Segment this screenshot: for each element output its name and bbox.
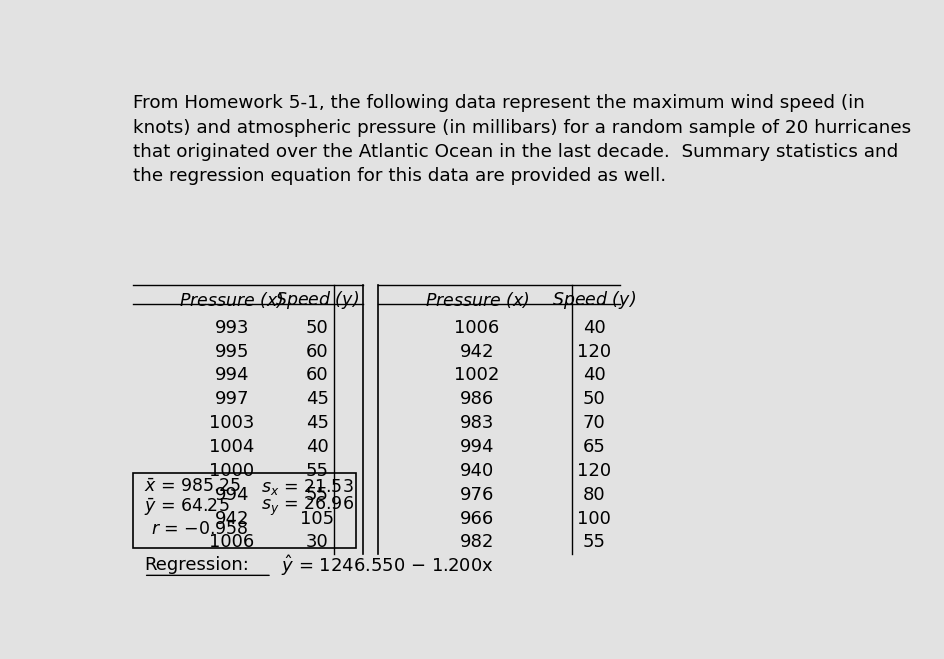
Text: 40: 40 [306, 438, 329, 456]
Text: 40: 40 [582, 319, 605, 337]
Text: $s_y$ = 26.96: $s_y$ = 26.96 [261, 496, 354, 519]
Text: 995: 995 [214, 343, 248, 360]
Text: 55: 55 [306, 486, 329, 503]
Text: 1003: 1003 [209, 414, 254, 432]
Text: 994: 994 [214, 486, 248, 503]
Text: 50: 50 [306, 319, 329, 337]
Text: From Homework 5-1, the following data represent the maximum wind speed (in
knots: From Homework 5-1, the following data re… [132, 94, 910, 185]
Text: 942: 942 [214, 509, 248, 527]
Text: 60: 60 [306, 343, 329, 360]
Text: 40: 40 [582, 366, 605, 384]
Text: 940: 940 [460, 462, 494, 480]
Text: 1002: 1002 [454, 366, 499, 384]
Text: $s_x$ = 21.53: $s_x$ = 21.53 [261, 476, 353, 496]
Text: $r$ = −0.958: $r$ = −0.958 [151, 520, 249, 538]
Text: 986: 986 [460, 390, 494, 409]
Text: 45: 45 [306, 414, 329, 432]
Text: 1006: 1006 [454, 319, 499, 337]
Text: 70: 70 [582, 414, 605, 432]
Text: 1004: 1004 [209, 438, 254, 456]
Text: 30: 30 [306, 533, 329, 552]
Text: Pressure ($x$): Pressure ($x$) [179, 290, 284, 310]
Text: Regression:: Regression: [143, 556, 248, 574]
Text: Speed ($y$): Speed ($y$) [275, 289, 359, 311]
Text: 976: 976 [460, 486, 494, 503]
Text: 1000: 1000 [209, 462, 254, 480]
Text: 100: 100 [577, 509, 611, 527]
Text: 120: 120 [577, 462, 611, 480]
Text: $\hat{y}$ = 1246.550 − 1.200x: $\hat{y}$ = 1246.550 − 1.200x [276, 553, 493, 577]
Text: 120: 120 [577, 343, 611, 360]
Text: Pressure ($x$): Pressure ($x$) [424, 290, 529, 310]
Text: Speed ($y$): Speed ($y$) [551, 289, 635, 311]
Text: 966: 966 [460, 509, 494, 527]
Text: 55: 55 [582, 533, 605, 552]
Text: 105: 105 [300, 509, 334, 527]
Text: 80: 80 [582, 486, 605, 503]
Text: 1006: 1006 [209, 533, 254, 552]
Text: $\bar{x}$ = 985.25: $\bar{x}$ = 985.25 [143, 478, 240, 496]
Text: 942: 942 [459, 343, 494, 360]
Text: 997: 997 [214, 390, 248, 409]
Text: 50: 50 [582, 390, 605, 409]
Text: 983: 983 [460, 414, 494, 432]
Text: 60: 60 [306, 366, 329, 384]
Text: $\bar{y}$ = 64.25: $\bar{y}$ = 64.25 [143, 496, 229, 517]
Text: 45: 45 [306, 390, 329, 409]
Text: 65: 65 [582, 438, 605, 456]
Text: 994: 994 [214, 366, 248, 384]
Text: 982: 982 [460, 533, 494, 552]
Text: 994: 994 [459, 438, 494, 456]
Text: 55: 55 [306, 462, 329, 480]
Text: 993: 993 [214, 319, 248, 337]
